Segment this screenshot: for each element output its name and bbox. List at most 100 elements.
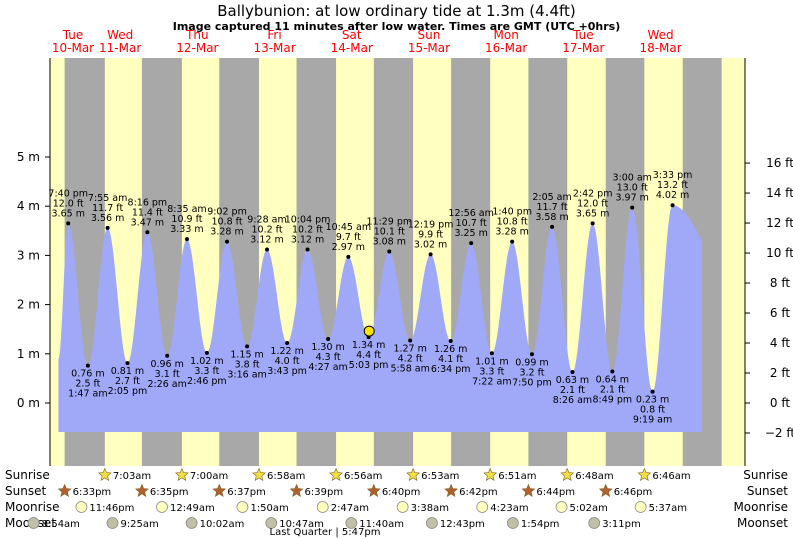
day-name-label: Tue [572, 28, 594, 42]
high-tide-label: 7:40 pm [48, 188, 88, 199]
moonset-time: 11:40am [359, 519, 404, 530]
moonset-icon [265, 517, 278, 529]
high-tide-label: 4.02 m [656, 190, 689, 201]
sunrise-time: 6:58am [267, 471, 305, 482]
date-label: 15-Mar [408, 41, 450, 55]
sunrise-icon [483, 467, 498, 481]
low-tide-label: 1.30 m [311, 342, 344, 353]
right-axis-tick-label: 4 ft [770, 336, 790, 350]
moonrise-icon [75, 501, 88, 513]
right-axis-tick-label: −2 ft [765, 426, 793, 440]
high-tide-label: 3.97 m [615, 193, 648, 204]
moonset-icon [588, 517, 601, 529]
sunset-time: 6:39pm [305, 487, 344, 498]
sunset-icon [521, 483, 536, 497]
chart-title: Ballybunion: at low ordinary tide at 1.3… [217, 2, 576, 20]
day-name-label: Sat [342, 28, 362, 42]
tide-extreme-point [184, 237, 189, 242]
tide-extreme-point [570, 370, 575, 375]
date-label: 13-Mar [253, 41, 295, 55]
event-row-label-left: Moonrise [5, 500, 60, 514]
right-axis-tick-label: 0 ft [770, 396, 790, 410]
high-tide-label: 10.9 ft [171, 214, 202, 225]
low-tide-label: 2.1 ft [560, 385, 585, 396]
right-axis-tick-label: 6 ft [770, 306, 790, 320]
high-tide-label: 10:04 pm [285, 214, 331, 225]
low-tide-label: 1.34 m [352, 340, 385, 351]
tide-extreme-point [285, 340, 290, 345]
high-tide-label: 9:28 am [247, 214, 286, 225]
high-tide-label: 10.8 ft [497, 217, 528, 228]
chart-subtitle: Image captured 11 minutes after low wate… [172, 20, 621, 33]
moonrise-time: 11:46pm [89, 503, 134, 514]
sunset-icon [289, 483, 304, 497]
high-tide-label: 9.7 ft [336, 232, 361, 243]
tide-extreme-point [145, 230, 150, 235]
low-tide-label: 4.4 ft [356, 350, 381, 361]
low-tide-label: 4:27 am [308, 362, 347, 373]
moonset-icon [27, 517, 40, 529]
sunrise-icon [329, 467, 343, 481]
sunrise-time: 6:48am [575, 471, 613, 482]
high-tide-label: 11.7 ft [537, 202, 568, 213]
low-tide-label: 0.23 m [636, 395, 669, 406]
tide-extreme-point [204, 350, 209, 355]
low-tide-label: 0.64 m [596, 375, 629, 386]
tide-extreme-point [105, 225, 110, 230]
low-tide-label: 3.1 ft [155, 369, 180, 380]
low-tide-label: 0.76 m [71, 369, 104, 380]
sunrise-time: 7:00am [190, 471, 228, 482]
right-axis-tick-label: 16 ft [766, 156, 793, 170]
low-tide-label: 0.63 m [556, 375, 589, 386]
day-name-label: Mon [494, 28, 519, 42]
sunset-icon [598, 483, 613, 497]
high-tide-label: 8:35 am [167, 204, 206, 215]
right-axis-tick-label: 12 ft [766, 216, 793, 230]
low-tide-label: 2:26 am [147, 379, 186, 390]
low-tide-label: 4.0 ft [275, 356, 300, 367]
moonrise-icon [634, 501, 647, 513]
day-name-label: Sun [418, 28, 441, 42]
high-tide-label: 13.2 ft [657, 180, 688, 191]
date-label: 12-Mar [176, 41, 218, 55]
moonrise-time: 5:02am [570, 503, 608, 514]
tide-extreme-point [165, 353, 170, 358]
high-tide-label: 2.97 m [332, 242, 365, 253]
moonrise-time: 12:49am [170, 503, 215, 514]
tide-extreme-point [66, 221, 71, 226]
current-tide-marker-icon [363, 325, 375, 337]
sunrise-icon [252, 467, 266, 481]
high-tide-label: 3.28 m [495, 227, 528, 238]
high-tide-label: 9.9 ft [418, 229, 443, 240]
right-axis-tick-label: 10 ft [766, 246, 793, 260]
moonset-time: 12:43pm [440, 519, 485, 530]
moonset-time: 10:47am [279, 519, 324, 530]
sunrise-icon [97, 467, 112, 481]
high-tide-label: 8:16 pm [128, 197, 168, 208]
high-tide-label: 12:19 pm [408, 219, 454, 230]
high-tide-label: 3.02 m [414, 239, 447, 250]
astronomical-events: Sunrise Sunrise Sunset Sunset Moonrise Moonri… [5, 467, 788, 538]
high-tide-label: 10:45 am [326, 222, 371, 233]
left-axis-tick-label: 1 m [17, 347, 40, 361]
tide-extreme-point [387, 249, 392, 254]
low-tide-label: 4.3 ft [316, 352, 341, 363]
high-tide-label: 10.8 ft [211, 217, 242, 228]
low-tide-label: 1.02 m [190, 356, 223, 367]
moonrise-icon [555, 501, 568, 513]
moonset-time: 1:54pm [521, 519, 560, 530]
sunset-time: 6:40pm [382, 487, 421, 498]
day-name-label: Tue [62, 28, 84, 42]
date-label: 17-Mar [562, 41, 604, 55]
tide-curve [58, 205, 703, 432]
tide-extreme-point [630, 205, 635, 210]
tide-extreme-point [610, 369, 615, 374]
low-tide-label: 8:26 am [553, 395, 592, 406]
sunrise-icon [174, 467, 189, 481]
date-label: 10-Mar [52, 41, 94, 55]
high-tide-label: 3.56 m [91, 213, 124, 224]
low-tide-label: 3:16 am [227, 369, 266, 380]
low-tide-label: 2.5 ft [75, 379, 100, 390]
day-name-label: Thu [185, 28, 209, 42]
